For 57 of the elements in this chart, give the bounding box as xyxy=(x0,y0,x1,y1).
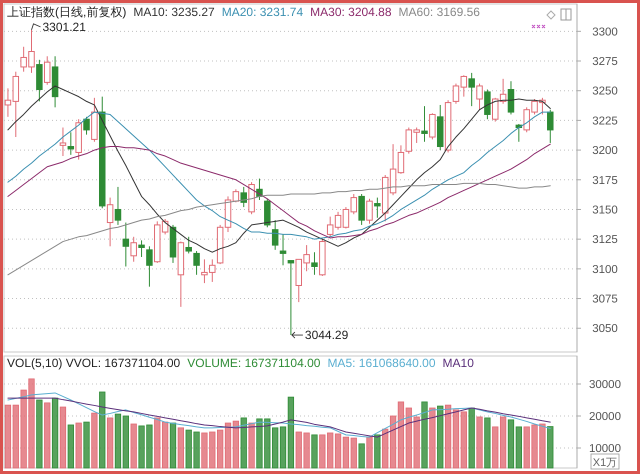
candlestick xyxy=(130,236,137,262)
text: VOLUME: 167371104.00 xyxy=(187,356,321,370)
candlestick xyxy=(114,186,122,226)
candlestick xyxy=(44,56,50,86)
candlestick xyxy=(547,109,554,144)
candlestick xyxy=(60,127,66,157)
text: MA30: 3204.88 xyxy=(310,5,392,19)
y-tick-label: 20000 xyxy=(589,411,621,423)
y-tick-label: 3225 xyxy=(592,115,618,128)
y-tick-label: 3175 xyxy=(592,174,618,187)
y-tick-label: 3150 xyxy=(592,204,618,216)
candlestick xyxy=(193,250,200,276)
text: MA5: 161068640.00 xyxy=(327,356,436,370)
text: X1万 xyxy=(592,457,618,469)
candlestick xyxy=(468,72,475,107)
text: MA10: 3235.27 xyxy=(133,5,216,19)
candlestick xyxy=(68,132,74,156)
y-tick-label: 3275 xyxy=(592,56,618,68)
y-tick-label: 3100 xyxy=(592,264,618,276)
y-tick-label: 3075 xyxy=(592,294,618,306)
candlestick xyxy=(358,194,365,226)
candlestick xyxy=(264,198,271,228)
candlestick xyxy=(374,197,381,218)
y-tick-label: 3250 xyxy=(592,86,618,98)
text: MA60: 3169.56 xyxy=(398,5,480,19)
candlestick xyxy=(106,197,114,247)
candlestick xyxy=(138,240,145,258)
candlestick xyxy=(429,112,436,140)
candlestick xyxy=(122,222,130,267)
y-tick-label: 3300 xyxy=(592,26,618,38)
candlestick xyxy=(476,83,483,110)
y-tick-label: 3200 xyxy=(592,145,618,158)
line-series xyxy=(7,85,551,253)
y-tick-label: 10000 xyxy=(589,443,621,455)
candlestick xyxy=(280,234,286,266)
line-series xyxy=(7,144,551,238)
candlestick xyxy=(508,80,514,115)
candlestick xyxy=(421,106,428,142)
candlestick xyxy=(272,220,278,250)
candlestick xyxy=(366,198,373,224)
y-tick-label: 3050 xyxy=(592,323,618,336)
text: MA10 xyxy=(442,356,474,370)
candlestick xyxy=(288,260,294,336)
candlestick xyxy=(146,246,153,288)
candlestick xyxy=(311,252,318,276)
annotation: 3301.21 xyxy=(42,20,86,34)
annotation: 3044.29 xyxy=(304,328,349,342)
text: MA20: 3231.74 xyxy=(222,5,304,19)
line-series xyxy=(7,182,551,276)
candlestick xyxy=(83,116,90,136)
candlestick xyxy=(240,186,247,208)
y-tick-label: 30000 xyxy=(589,379,621,391)
chart-title: 上证指数(日线,前复权) xyxy=(7,5,126,19)
candlestick xyxy=(185,236,192,254)
y-tick-label: 3125 xyxy=(592,234,618,246)
candlestick xyxy=(484,89,491,120)
chart-title: VOL(5,10) VVOL: 167371104.00 xyxy=(7,356,181,370)
